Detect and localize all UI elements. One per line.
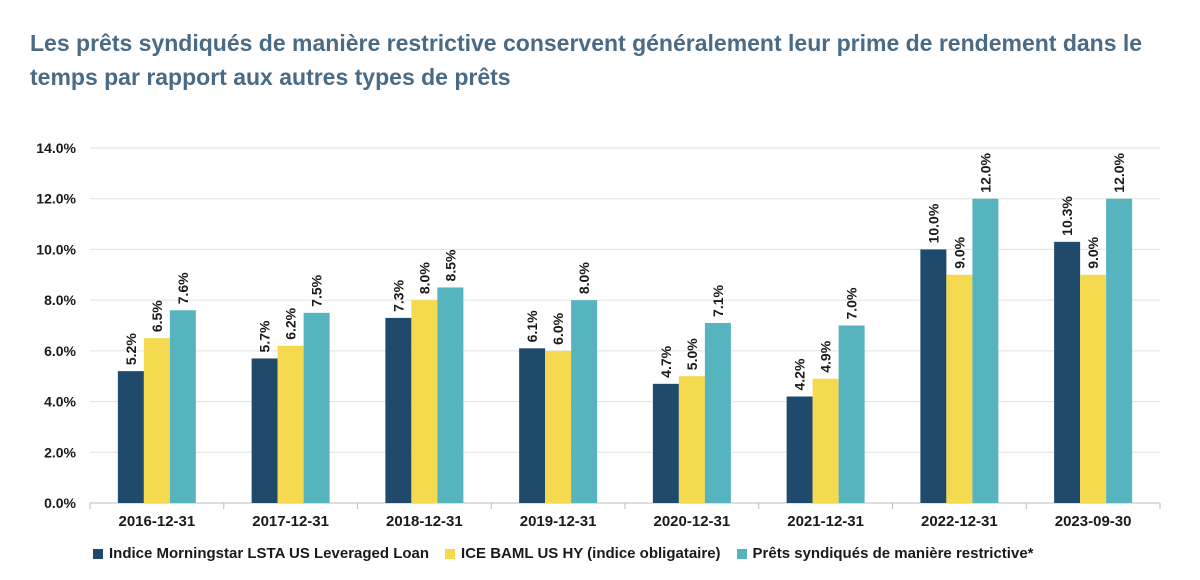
data-label: 9.0% [951,236,967,268]
y-tick-label: 10.0% [36,241,76,257]
data-label: 4.2% [792,358,808,390]
bar [1106,198,1133,503]
data-labels: 5.2% 6.5% 7.6% 5.7% 6.2% 7.5% 7.3% 8.0% 8.5% 6.1%… [123,152,1127,390]
data-label: 5.2% [123,333,139,365]
data-label: 6.2% [283,307,299,339]
bar [838,325,865,503]
data-label: 6.1% [524,310,540,342]
data-label: 12.0% [1111,152,1127,192]
x-axis-categories: 2016-12-31 2017-12-31 2018-12-31 2019-12-31… [119,513,1132,530]
legend: Indice Morningstar LSTA US Leveraged Loa… [93,545,1034,562]
bar [704,322,731,503]
data-label: 5.0% [684,338,700,370]
y-tick-label: 2.0% [44,444,76,460]
bar [169,310,196,503]
bar [812,378,839,503]
y-axis-ticks: 0.0% 2.0% 4.0% 6.0% 8.0% 10.0% 12.0% 14.0% [36,140,76,511]
x-category-label: 2022-12-31 [921,513,998,530]
data-label: 5.7% [257,320,273,352]
bar [277,345,304,503]
data-label: 8.0% [416,262,432,294]
bar [519,348,546,503]
bar [1080,274,1107,503]
data-label: 6.5% [149,300,165,332]
bar [117,371,144,503]
bar [143,338,170,503]
bar [786,396,813,503]
data-label: 10.0% [925,203,941,243]
legend-swatch-lsta [93,548,103,559]
x-category-label: 2016-12-31 [119,513,196,530]
data-label: 8.5% [442,249,458,281]
data-label: 7.1% [710,285,726,317]
legend-item-hy: ICE BAML US HY (indice obligataire) [445,545,721,562]
x-category-label: 2020-12-31 [654,513,731,530]
bar [678,376,705,503]
bar [972,198,999,503]
y-tick-label: 14.0% [36,140,76,156]
data-label: 6.0% [550,312,566,344]
bar [545,350,572,503]
data-label: 4.7% [658,345,674,377]
legend-label-lsta: Indice Morningstar LSTA US Leveraged Loa… [109,545,430,562]
bar [303,312,330,503]
bar [571,300,598,503]
bar [652,383,679,503]
y-tick-label: 12.0% [36,191,76,207]
x-category-label: 2021-12-31 [787,513,864,530]
bars [117,198,1133,504]
chart-title: Les prêts syndiqués de manière restricti… [30,30,1143,90]
bar [920,249,947,503]
y-tick-label: 4.0% [44,394,76,410]
y-tick-label: 0.0% [44,495,76,511]
x-category-label: 2017-12-31 [252,513,329,530]
data-label: 7.6% [175,272,191,304]
bar [385,317,412,503]
bar [411,300,438,503]
legend-item-restrictive: Prêts syndiqués de manière restrictive* [736,545,1034,562]
legend-swatch-restrictive [736,548,747,559]
y-tick-label: 6.0% [44,343,76,359]
data-label: 10.3% [1059,196,1075,236]
legend-item-lsta: Indice Morningstar LSTA US Leveraged Loa… [93,545,429,562]
x-category-label: 2018-12-31 [386,513,463,530]
data-label: 7.3% [390,279,406,311]
data-label: 12.0% [977,152,993,192]
data-label: 7.0% [844,287,860,319]
bar [946,274,973,503]
data-label: 7.5% [309,274,325,306]
x-category-label: 2019-12-31 [520,513,597,530]
legend-label-hy: ICE BAML US HY (indice obligataire) [461,545,721,562]
bar [437,287,464,503]
legend-label-restrictive: Prêts syndiqués de manière restrictive* [752,545,1034,562]
data-label: 4.9% [818,340,834,372]
legend-swatch-hy [445,548,456,559]
x-category-label: 2023-09-30 [1055,513,1132,530]
gridlines [89,147,1161,509]
bar [1054,241,1081,504]
data-label: 8.0% [576,262,592,294]
y-tick-label: 8.0% [44,292,76,308]
bar [251,358,278,503]
data-label: 9.0% [1085,236,1101,268]
